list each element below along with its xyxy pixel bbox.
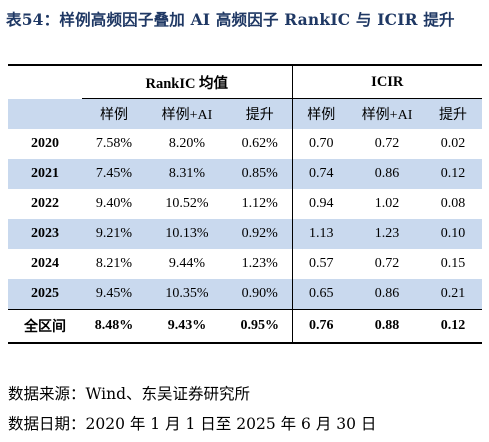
table-row: 2020 7.58% 8.20% 0.62% 0.70 0.72 0.02 bbox=[8, 129, 482, 159]
table-cell: 10.13% bbox=[146, 219, 228, 249]
row-label: 2025 bbox=[8, 279, 82, 310]
total-row-label: 全区间 bbox=[8, 309, 82, 344]
source-footnote: 数据来源：Wind、东吴证券研究所 bbox=[8, 385, 251, 403]
sub-header-cell: 样例 bbox=[292, 98, 351, 129]
row-label: 2020 bbox=[31, 136, 59, 151]
table-row: 2025 9.45% 10.35% 0.90% 0.65 0.86 0.21 bbox=[8, 279, 483, 310]
total-cell: 8.48% bbox=[82, 309, 146, 344]
table-cell: 7.58% bbox=[95, 136, 133, 151]
sub-header-row: 样例 样例+AI 提升 样例 样例+AI 提升 bbox=[8, 98, 483, 129]
sub-header-cell: 提升 bbox=[228, 98, 293, 129]
table-cell: 0.57 bbox=[309, 256, 334, 271]
table-cell: 1.23 bbox=[350, 219, 425, 249]
table-cell: 0.90% bbox=[228, 279, 293, 310]
table-cell: 1.13 bbox=[292, 219, 351, 249]
table-row: 2022 9.40% 10.52% 1.12% 0.94 1.02 0.08 bbox=[8, 189, 482, 219]
table-row: 2021 7.45% 8.31% 0.85% 0.74 0.86 0.12 bbox=[8, 159, 483, 189]
table-cell: 0.10 bbox=[424, 219, 483, 249]
table-cell: 8.21% bbox=[95, 256, 133, 271]
sub-header-cell: 提升 bbox=[424, 98, 483, 129]
sub-header-cell: 样例+AI bbox=[146, 98, 228, 129]
table-cell: 10.52% bbox=[165, 196, 209, 211]
table-cell: 0.15 bbox=[440, 256, 466, 271]
total-cell: 0.12 bbox=[424, 309, 483, 344]
table-cell: 8.31% bbox=[146, 159, 228, 189]
table-cell: 1.02 bbox=[374, 196, 400, 211]
table-cell: 0.85% bbox=[228, 159, 293, 189]
table-cell: 0.21 bbox=[424, 279, 483, 310]
table-cell: 7.45% bbox=[82, 159, 146, 189]
table-cell: 0.65 bbox=[292, 279, 351, 310]
total-cell: 0.95% bbox=[228, 309, 293, 344]
group-header-row: RankIC 均值 ICIR bbox=[8, 64, 483, 99]
table-cell: 0.86 bbox=[350, 159, 425, 189]
table-cell: 0.72 bbox=[374, 256, 400, 271]
table-cell: 0.94 bbox=[309, 196, 334, 211]
table-cell: 0.72 bbox=[374, 136, 400, 151]
group-header-icir: ICIR bbox=[292, 64, 483, 99]
group-header-rankic: RankIC 均值 bbox=[82, 64, 293, 99]
row-label: 2021 bbox=[8, 159, 82, 189]
total-row: 全区间 8.48% 9.43% 0.95% 0.76 0.88 0.12 bbox=[8, 309, 483, 344]
table-cell: 0.70 bbox=[309, 136, 334, 151]
total-cell: 0.76 bbox=[292, 309, 351, 344]
date-footnote: 数据日期：2020 年 1 月 1 日至 2025 年 6 月 30 日 bbox=[8, 415, 377, 433]
table-cell: 0.86 bbox=[350, 279, 425, 310]
table-cell: 9.45% bbox=[82, 279, 146, 310]
data-table: RankIC 均值 ICIR 样例 样例+AI 提升 样例 样例+AI 提升 2… bbox=[8, 64, 483, 344]
row-label: 2023 bbox=[8, 219, 82, 249]
table-cell: 0.02 bbox=[440, 136, 466, 151]
table-cell: 9.21% bbox=[82, 219, 146, 249]
row-label: 2022 bbox=[31, 196, 59, 211]
table-cell: 0.74 bbox=[292, 159, 351, 189]
table-cell: 9.40% bbox=[95, 196, 133, 211]
row-label: 2024 bbox=[31, 256, 59, 271]
sub-header-corner bbox=[8, 98, 82, 129]
table-cell: 8.20% bbox=[168, 136, 206, 151]
table-cell: 0.12 bbox=[424, 159, 483, 189]
total-cell: 9.43% bbox=[146, 309, 228, 344]
total-cell: 0.88 bbox=[350, 309, 425, 344]
table-cell: 0.62% bbox=[228, 129, 293, 159]
table-cell: 9.44% bbox=[168, 256, 206, 271]
sub-header-cell: 样例+AI bbox=[350, 98, 425, 129]
table-cell: 0.92% bbox=[228, 219, 293, 249]
table-title: 表54：样例高频因子叠加 AI 高频因子 RankIC 与 ICIR 提升 bbox=[6, 10, 455, 29]
sub-header-cell: 样例 bbox=[82, 98, 146, 129]
corner-cell bbox=[8, 64, 82, 99]
table-cell: 1.12% bbox=[228, 189, 293, 219]
table-cell: 0.08 bbox=[440, 196, 466, 211]
table-row: 2023 9.21% 10.13% 0.92% 1.13 1.23 0.10 bbox=[8, 219, 483, 249]
table-cell: 1.23% bbox=[228, 249, 293, 279]
table-cell: 10.35% bbox=[146, 279, 228, 310]
table-row: 2024 8.21% 9.44% 1.23% 0.57 0.72 0.15 bbox=[8, 249, 482, 279]
